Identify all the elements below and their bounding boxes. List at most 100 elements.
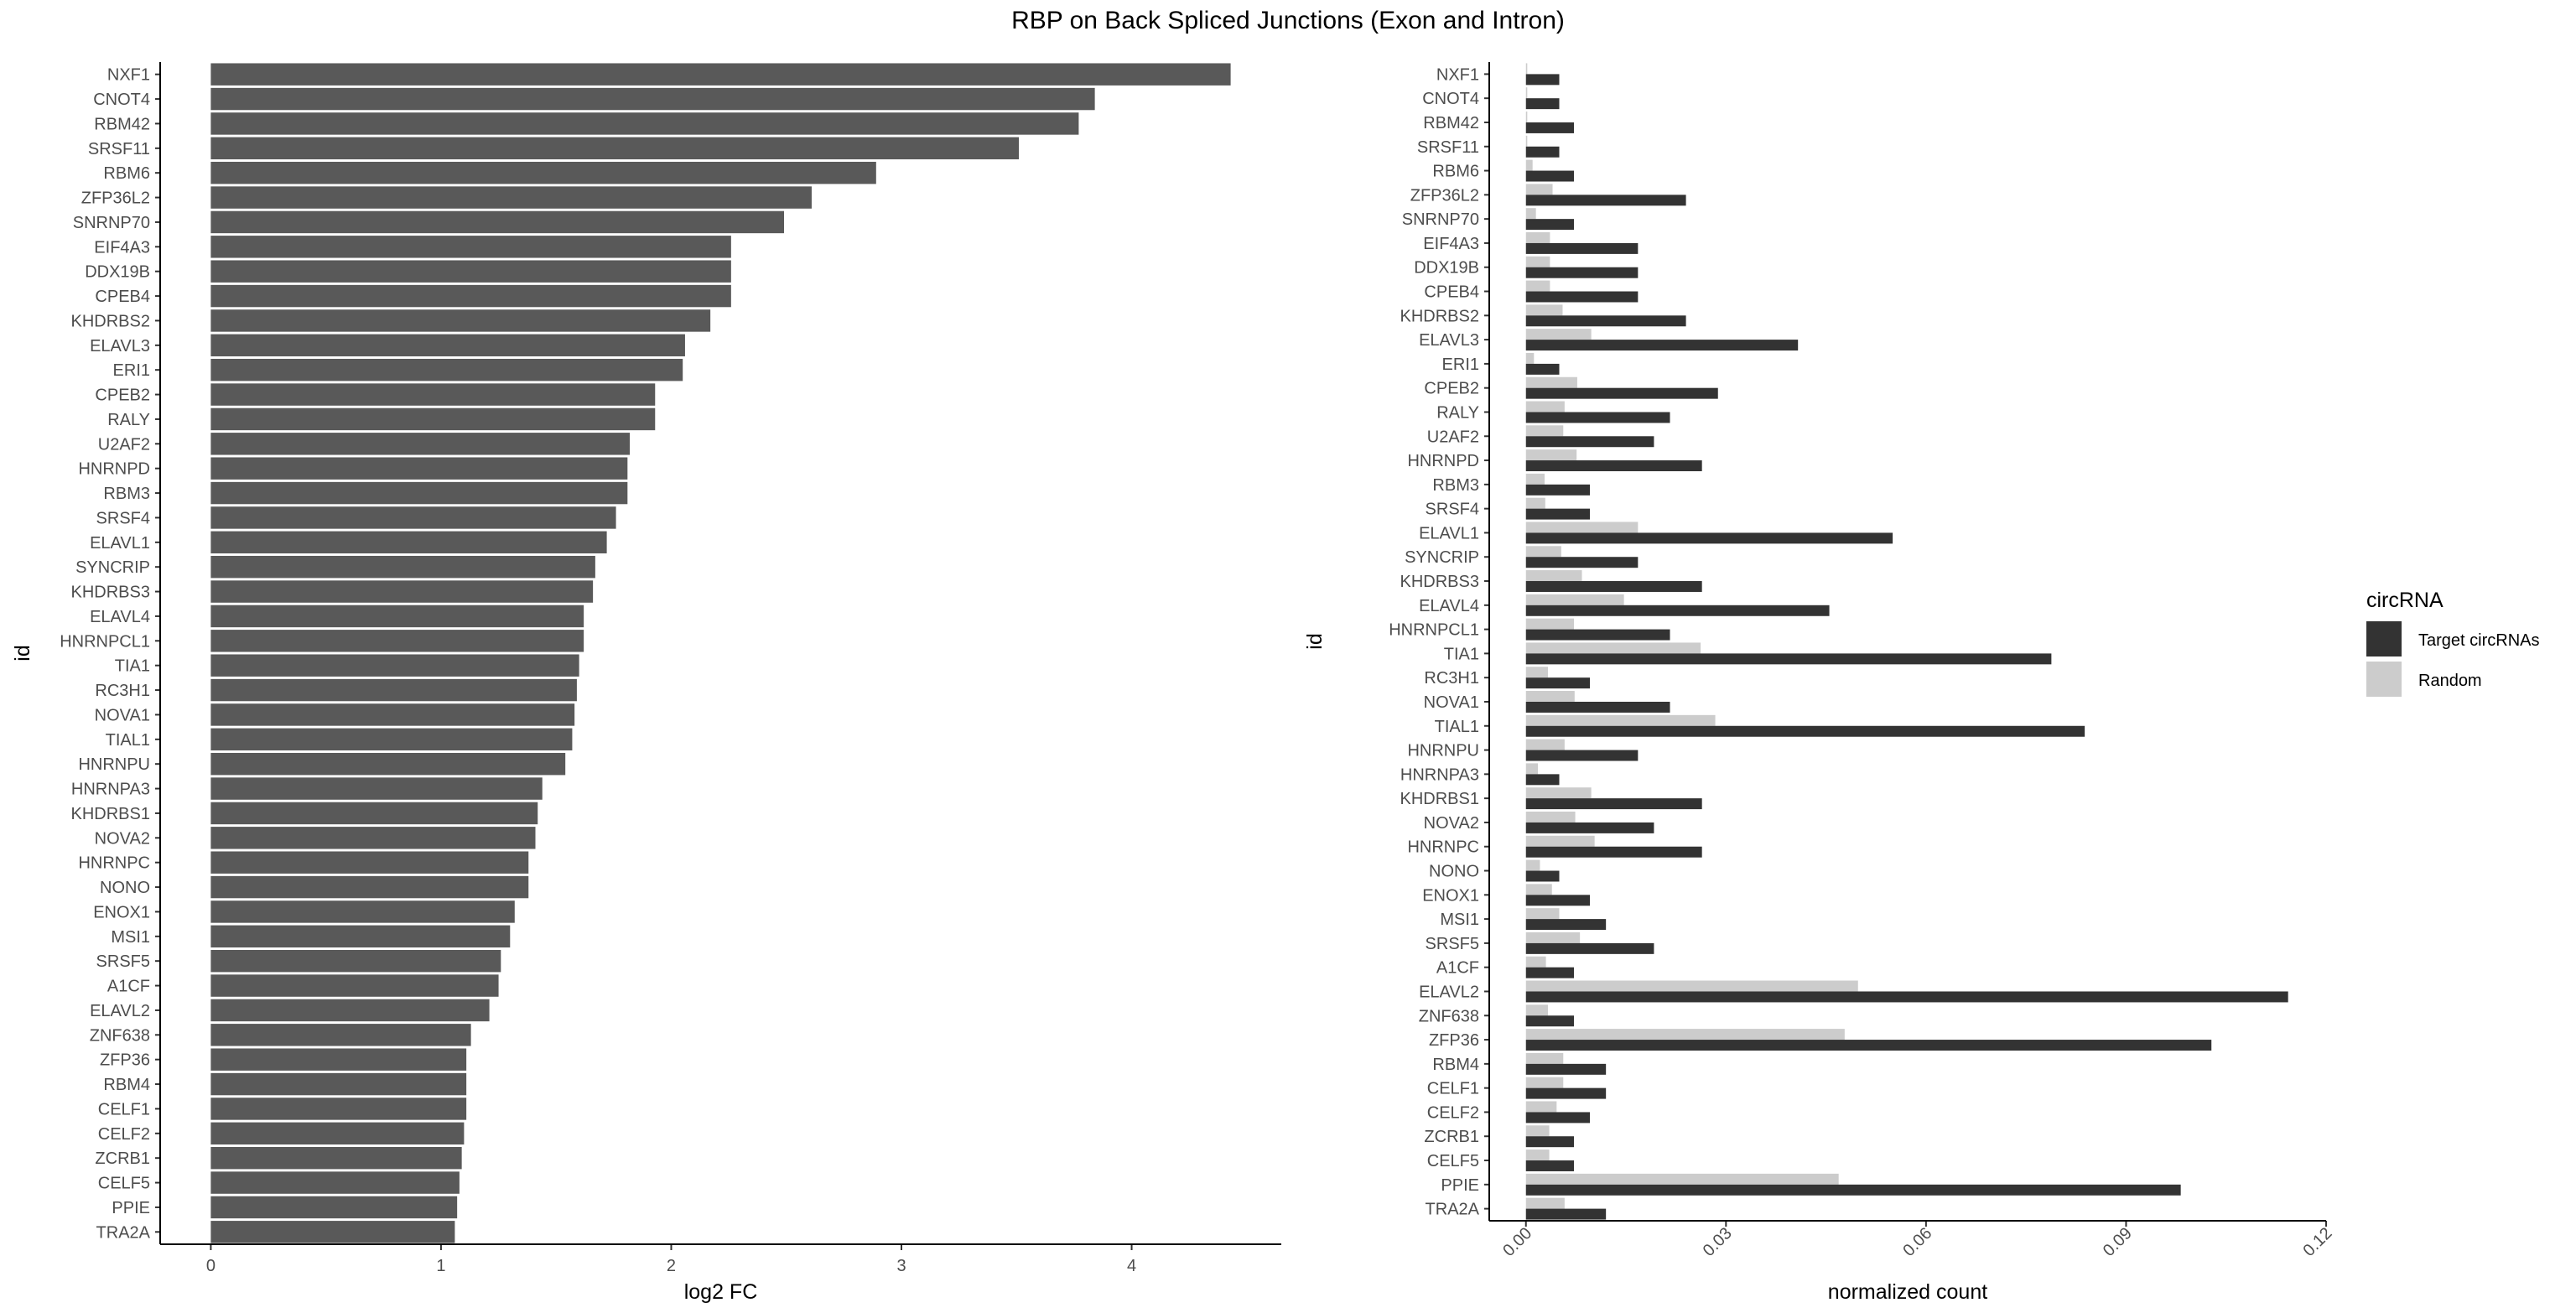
bar-random-eif4a3 [1525, 231, 1550, 243]
legend-label-target-circrnas: Target circRNAs [2418, 631, 2539, 650]
y-tick-label: U2AF2 [98, 435, 150, 454]
bar-ddx19b [210, 260, 731, 283]
bar-random-nono [1525, 859, 1540, 871]
y-tick-label: ELAVL1 [90, 534, 150, 553]
bar-random-nova1 [1525, 691, 1575, 702]
y-tick-label: ZCRB1 [95, 1150, 150, 1168]
y-tick-label: U2AF2 [1427, 428, 1479, 446]
panel-normalized-count: NXF1 CNOT4 RBM42 SRSF11 RBM6 ZFP36L2 SNRNP70 EI… [1303, 62, 2336, 1304]
legend: circRNA Target circRNAs Random [2366, 589, 2539, 697]
y-tick-label: TIA1 [1444, 645, 1479, 663]
bar-target-rbm4 [1525, 1063, 1607, 1075]
bar-target-raly [1525, 412, 1670, 423]
bar-target-syncrip [1525, 557, 1639, 568]
bar-target-ppie [1525, 1184, 2181, 1196]
y-tick-label: KHDRBS1 [71, 805, 150, 823]
bar-target-hnrnpu [1525, 750, 1639, 761]
legend-label-random: Random [2418, 672, 2482, 690]
bar-target-elavl2 [1525, 991, 2288, 1003]
y-tick-label: KHDRBS2 [71, 312, 150, 330]
bar-zfp36l2 [210, 186, 812, 209]
bar-random-rc3h1 [1525, 667, 1548, 678]
bar-rbm4 [210, 1072, 467, 1096]
y-tick-label: ZFP36 [100, 1051, 150, 1070]
bar-khdrbs3 [210, 580, 594, 603]
y-tick-label: CNOT4 [1422, 90, 1479, 108]
bar-rc3h1 [210, 678, 577, 702]
bar-random-ppie [1525, 1173, 1839, 1185]
bar-random-zcrb1 [1525, 1125, 1550, 1137]
normalized-count-bars [1525, 63, 2288, 1220]
bar-zcrb1 [210, 1146, 462, 1170]
y-tick-label: ELAVL1 [1419, 524, 1479, 542]
y-tick-label: SRSF4 [96, 509, 150, 527]
x-tick-label: 3 [896, 1257, 906, 1275]
bar-random-snrnp70 [1525, 208, 1536, 220]
y-tick-label: ZCRB1 [1424, 1128, 1479, 1146]
bar-random-hnrnpd [1525, 449, 1577, 461]
y-tick-label: A1CF [1436, 959, 1479, 978]
x-tick-label: 4 [1127, 1257, 1136, 1275]
legend-title: circRNA [2366, 589, 2444, 612]
bar-nxf1 [210, 63, 1231, 86]
y-tick-label: RBM42 [1423, 114, 1479, 132]
y-tick-label: CELF5 [98, 1175, 150, 1193]
bar-random-nxf1 [1525, 63, 1528, 75]
bar-rbm42 [210, 112, 1079, 135]
bar-random-hnrnpu [1525, 739, 1565, 750]
bar-random-srsf5 [1525, 932, 1581, 943]
bar-target-tra2a [1525, 1208, 1607, 1220]
bar-elavl4 [210, 605, 584, 628]
bar-random-cpeb4 [1525, 280, 1550, 292]
bar-raly [210, 407, 656, 431]
bar-khdrbs2 [210, 309, 711, 332]
y-tick-label: HNRNPCL1 [60, 632, 150, 651]
bar-random-rbm6 [1525, 159, 1533, 171]
bar-target-nxf1 [1525, 74, 1560, 86]
y-tick-label: NOVA1 [1424, 693, 1479, 712]
bar-random-rbm3 [1525, 473, 1545, 485]
bar-random-syncrip [1525, 546, 1561, 558]
y-tick-label: SNRNP70 [73, 214, 150, 232]
y-tick-label: HNRNPU [78, 755, 150, 774]
y-tick-label: ELAVL3 [1419, 331, 1479, 350]
y-tick-label: CELF1 [98, 1100, 150, 1118]
bar-eif4a3 [210, 236, 731, 258]
bar-srsf4 [210, 506, 616, 529]
y-tick-label: HNRNPU [1407, 742, 1479, 760]
y-tick-label: ZFP36L2 [81, 189, 150, 208]
bar-random-celf1 [1525, 1077, 1564, 1088]
bar-cpeb4 [210, 284, 731, 308]
bar-srsf11 [210, 137, 1020, 160]
bar-random-rbm42 [1525, 112, 1528, 122]
log2fc-x-ticks: 0 1 2 3 4 [206, 1244, 1136, 1275]
bar-random-a1cf [1525, 956, 1546, 968]
bar-target-msi1 [1525, 919, 1607, 931]
bar-hnrnpd [210, 457, 628, 480]
bar-nova1 [210, 703, 575, 726]
bar-nono [210, 875, 529, 899]
legend-key-target-circrnas [2366, 621, 2402, 656]
bar-random-znf638 [1525, 1004, 1548, 1016]
bar-nova2 [210, 827, 536, 849]
bar-target-snrnp70 [1525, 219, 1574, 231]
y-tick-label: SRSF5 [96, 952, 150, 971]
bar-random-raly [1525, 401, 1565, 413]
y-tick-label: ELAVL4 [1419, 597, 1479, 615]
bar-random-u2af2 [1525, 425, 1564, 437]
y-tick-label: CPEB2 [95, 387, 150, 405]
bar-random-srsf4 [1525, 497, 1545, 509]
bar-u2af2 [210, 433, 631, 455]
y-tick-label: EIF4A3 [1423, 235, 1479, 253]
bar-random-tial1 [1525, 714, 1716, 726]
y-tick-label: CPEB4 [1424, 283, 1479, 302]
y-tick-label: HNRNPD [78, 460, 150, 479]
bar-target-elavl1 [1525, 532, 1893, 544]
bar-random-hnrnpcl1 [1525, 618, 1574, 630]
y-tick-label: KHDRBS3 [1400, 573, 1479, 591]
y-tick-label: CELF2 [1427, 1103, 1479, 1122]
bar-enox1 [210, 900, 515, 923]
bar-target-rbm3 [1525, 484, 1591, 496]
y-tick-label: SNRNP70 [1402, 210, 1479, 229]
